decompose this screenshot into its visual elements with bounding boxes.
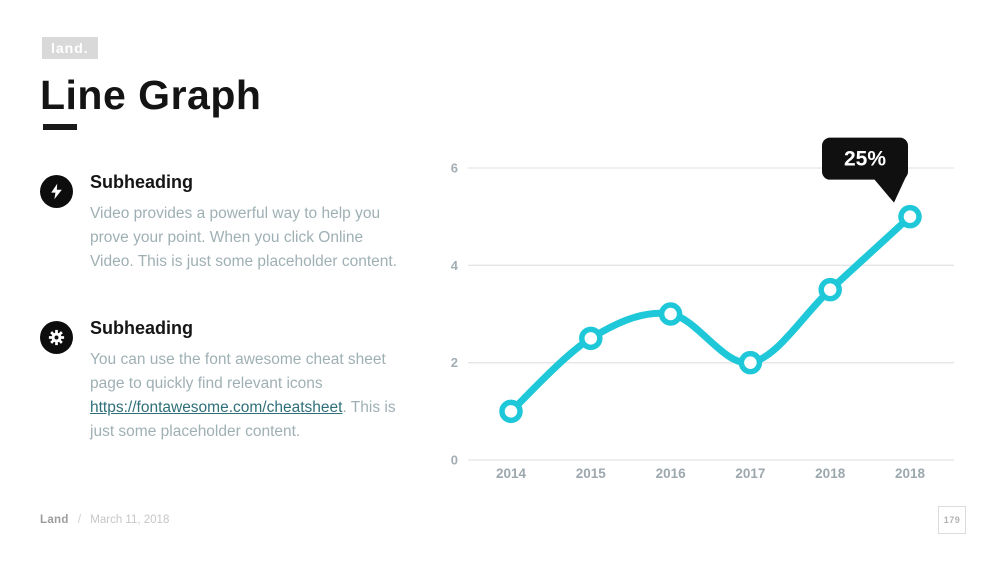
data-point (818, 277, 842, 302)
data-point (898, 204, 922, 229)
footer-separator: / (77, 514, 82, 526)
x-tick-label: 2016 (656, 466, 687, 481)
data-point (658, 302, 683, 326)
page-title: Line Graph (40, 72, 262, 118)
fontawesome-link[interactable]: https://fontawesome.com/cheatsheet (90, 399, 343, 416)
y-tick-label: 2 (451, 355, 458, 370)
data-point (499, 399, 523, 424)
gear-icon (40, 321, 73, 354)
footer-date: March 11, 2018 (90, 514, 170, 526)
body-text-before: You can use the font awesome cheat sheet… (90, 351, 386, 392)
body-text-after: . This is just some placeholder content. (90, 399, 396, 440)
subheading: Subheading (90, 318, 193, 338)
body-text: Video provides a powerful way to help yo… (90, 205, 398, 270)
body-text: You can use the font awesome cheat sheet… (90, 348, 410, 444)
subheading: Subheading (90, 172, 193, 192)
title-underline (43, 124, 77, 130)
content-item: Subheading You can use the font awesome … (40, 318, 410, 444)
data-point (738, 350, 763, 375)
y-tick-label: 4 (451, 258, 459, 273)
value-callout-text: 25% (844, 148, 886, 171)
footer: Land / March 11, 2018 (40, 514, 169, 526)
x-tick-label: 2017 (735, 466, 765, 481)
content-item: Subheading Video provides a powerful way… (40, 172, 410, 274)
x-tick-label: 2014 (496, 466, 527, 481)
x-tick-label: 2018 (895, 466, 926, 481)
x-tick-label: 2018 (815, 466, 846, 481)
page-number: 179 (938, 506, 966, 534)
x-tick-label: 2015 (576, 466, 607, 481)
line-series (507, 213, 914, 415)
brand-badge: land. (42, 37, 98, 59)
footer-brand: Land (40, 514, 69, 526)
lightning-bolt-icon (40, 175, 73, 208)
y-tick-label: 6 (451, 161, 458, 176)
value-callout: 25% (822, 137, 908, 203)
line-chart: 0 2 4 6 2014 2015 2016 2017 2018 2018 25% (451, 137, 954, 481)
data-point (579, 326, 603, 351)
y-tick-label: 0 (451, 453, 458, 468)
